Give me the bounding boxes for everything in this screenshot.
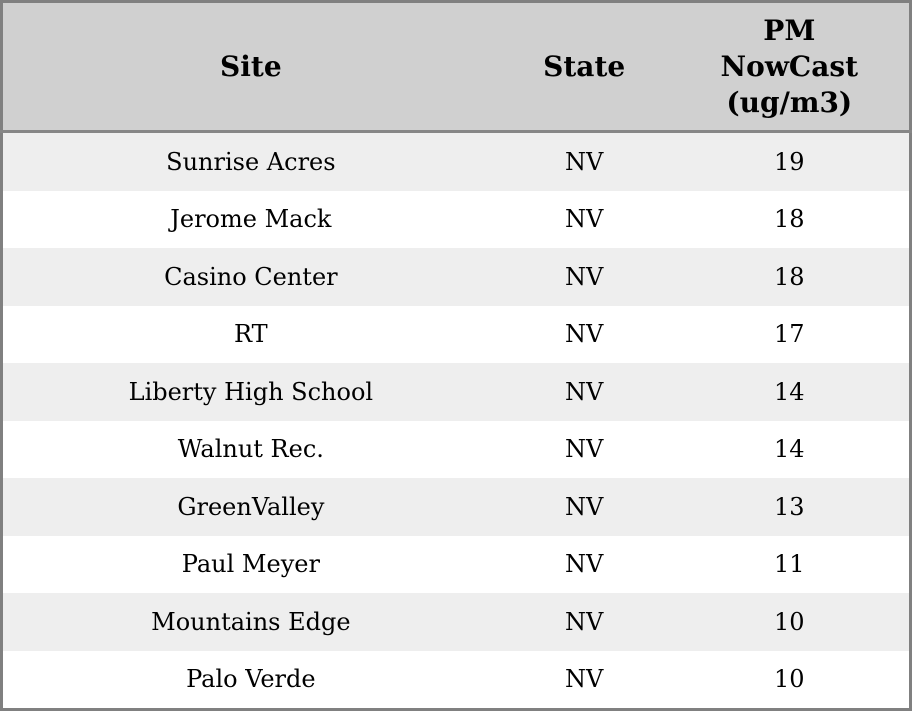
pm-nowcast-cell: 10 (774, 607, 805, 636)
table-row: Jerome Mack NV 18 (1, 190, 911, 248)
column-header-state: State (498, 1, 670, 133)
column-header-site: Site (1, 1, 499, 133)
site-cell: GreenValley (177, 492, 325, 521)
table-body: Sunrise Acres NV 19 Jerome Mack NV 18 Ca… (1, 131, 911, 710)
pm-nowcast-cell: 18 (774, 205, 805, 234)
state-cell: NV (564, 320, 604, 349)
column-header-pm-nowcast: PM NowCast (ug/m3) (669, 1, 911, 133)
site-cell: Sunrise Acres (166, 147, 336, 176)
site-cell: Liberty High School (128, 377, 374, 406)
site-cell: Walnut Rec. (177, 435, 324, 464)
state-cell: NV (564, 435, 604, 464)
site-cell: Paul Meyer (181, 550, 320, 579)
state-cell: NV (564, 147, 604, 176)
table-row: Paul Meyer NV 11 (1, 535, 911, 593)
table-row: Walnut Rec. NV 14 (1, 420, 911, 478)
pm-nowcast-cell: 10 (774, 665, 805, 694)
state-cell: NV (564, 665, 604, 694)
state-cell: NV (564, 550, 604, 579)
state-cell: NV (564, 492, 604, 521)
table-row: Liberty High School NV 14 (1, 363, 911, 421)
state-cell: NV (564, 607, 604, 636)
pm-nowcast-cell: 19 (774, 147, 805, 176)
table-header: Site State PM NowCast (ug/m3) (1, 1, 911, 133)
pm-nowcast-cell: 11 (774, 550, 805, 579)
header-row: Site State PM NowCast (ug/m3) (1, 1, 911, 133)
site-cell: Jerome Mack (170, 205, 332, 234)
pm-nowcast-cell: 14 (774, 377, 805, 406)
state-cell: NV (564, 377, 604, 406)
table-row: Casino Center NV 18 (1, 248, 911, 306)
pm-nowcast-cell: 14 (774, 435, 805, 464)
site-cell: Palo Verde (186, 665, 316, 694)
state-cell: NV (564, 205, 604, 234)
table-row: Sunrise Acres NV 19 (1, 131, 911, 191)
state-cell: NV (564, 262, 604, 291)
table-row: GreenValley NV 13 (1, 478, 911, 536)
table-row: Palo Verde NV 10 (1, 650, 911, 710)
site-cell: RT (234, 320, 268, 349)
pm-nowcast-cell: 13 (774, 492, 805, 521)
table-row: Mountains Edge NV 10 (1, 593, 911, 651)
pm-nowcast-cell: 17 (774, 320, 805, 349)
pm-nowcast-cell: 18 (774, 262, 805, 291)
site-cell: Mountains Edge (151, 607, 351, 636)
table-row: RT NV 17 (1, 305, 911, 363)
site-cell: Casino Center (164, 262, 338, 291)
